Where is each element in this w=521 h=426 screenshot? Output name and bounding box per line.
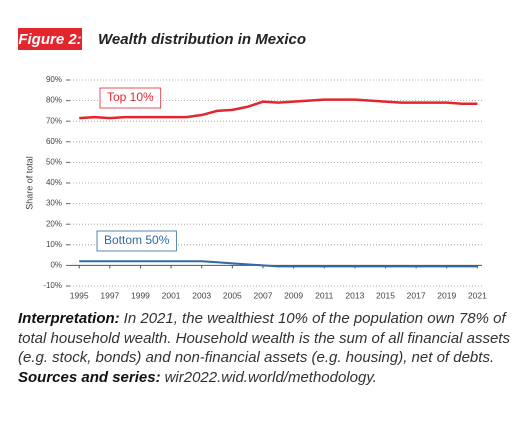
chart-title: Wealth distribution in Mexico [98,31,306,48]
y-tick-label: 0% [50,261,62,270]
note-label: Interpretation: [18,310,120,327]
notes: Interpretation: In 2021, the wealthiest 1… [18,309,510,387]
y-tick-label: 10% [46,240,62,249]
series-line [79,260,478,268]
x-tick-label: 1995 [70,290,89,300]
note-label: Sources and series: [18,368,161,386]
x-tick-label: 2009 [284,290,303,300]
x-tick-label: 2007 [254,290,273,300]
y-tick-label: 50% [46,158,62,167]
series-line [79,98,478,120]
y-tick-label: 30% [46,199,62,208]
x-tick-label: 2011 [315,290,334,300]
figure-label: Figure 2: [18,31,81,48]
series-label-box [99,87,162,109]
series-label: Top 10% [107,90,154,104]
x-tick-label: 2001 [162,290,181,300]
y-tick-label: 80% [46,96,62,105]
note-text: wir2022.wid.world/methodology. [164,368,377,386]
note-text: In 2021, the wealthiest 10% of the popul… [18,310,510,366]
x-tick-label: 2019 [437,290,456,300]
y-tick-label: 20% [46,219,62,228]
y-tick-label: 70% [46,116,62,125]
x-tick-label: 1999 [131,290,150,300]
figure-label-box [18,28,82,50]
x-tick-label: 2015 [376,290,395,300]
series-label: Bottom 50% [104,233,170,247]
y-tick-label: -10% [43,281,62,290]
x-tick-label: 1997 [100,290,119,300]
series-label-box [96,230,177,252]
x-tick-label: 2005 [223,290,242,300]
y-tick-label: 90% [46,75,62,84]
note: Interpretation: In 2021, the wealthiest 1… [18,309,510,368]
x-tick-label: 2003 [192,290,211,300]
x-tick-label: 2013 [345,290,364,300]
note: Sources and series: wir2022.wid.world/met… [18,368,510,388]
y-axis-label: Share of total [24,156,34,210]
y-tick-label: 60% [46,137,62,146]
chart: Figure 2: Wealth distribution in Mexico … [18,28,487,300]
x-tick-label: 2017 [407,290,426,300]
x-tick-label: 2021 [468,290,487,300]
y-tick-label: 40% [46,178,62,187]
